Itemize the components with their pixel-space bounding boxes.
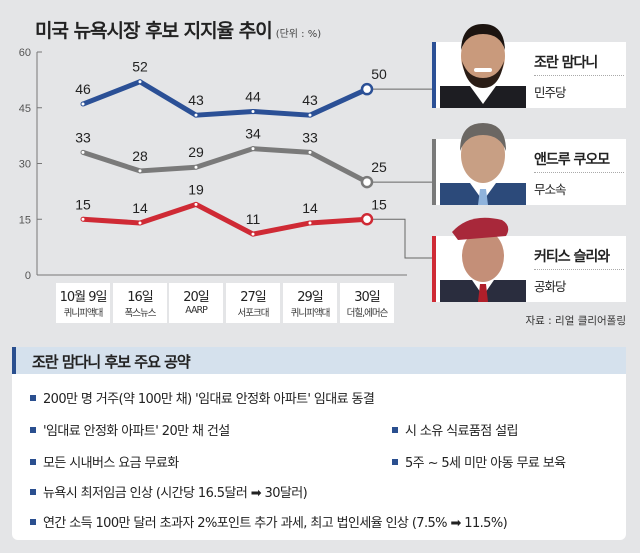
candidate-name: 조란 맘다니 — [534, 55, 598, 71]
pollster-label: 퀴니피액대 — [63, 308, 104, 319]
series-line — [82, 146, 369, 185]
data-label: 14 — [302, 200, 318, 216]
pollster-label: AARP — [185, 305, 208, 316]
data-label: 29 — [188, 144, 204, 160]
candidate-name: 앤드루 쿠오모 — [534, 152, 610, 168]
data-point — [80, 216, 86, 222]
candidate-photo — [440, 24, 526, 108]
candidate-party: 민주당 — [534, 85, 567, 100]
data-point — [360, 213, 374, 226]
x-category: 20일 AARP — [169, 283, 223, 323]
data-point — [307, 112, 313, 118]
x-tick-label: 20일 — [183, 290, 210, 305]
pollster-label: 더힐,에머슨 — [346, 308, 389, 319]
pledge-item: 연간 소득 100만 달러 초과자 2%포인트 추가 과세, 최고 법인세율 인… — [30, 512, 508, 531]
divider — [534, 269, 624, 270]
series-line — [82, 79, 369, 118]
data-label: 14 — [132, 200, 148, 216]
data-label: 43 — [188, 92, 204, 108]
x-tick-label: 16일 — [127, 290, 154, 305]
data-label: 11 — [246, 211, 261, 227]
pledges-list: 200만 명 거주(약 100만 채) '임대료 안정화 아파트' 임대료 동결… — [12, 374, 626, 540]
divider — [534, 172, 624, 173]
pollster-label: 퀴니피액대 — [290, 308, 331, 319]
data-label: 44 — [245, 88, 261, 104]
data-label: 50 — [371, 66, 387, 82]
pollster-label: 서포크대 — [237, 308, 270, 319]
candidate-photo — [440, 123, 526, 205]
data-label: 52 — [132, 59, 148, 75]
candidate-card-cuomo: 앤드루 쿠오모 무소속 — [432, 123, 626, 205]
data-label: 43 — [302, 92, 318, 108]
source-note: 자료 : 리얼 클리어폴링 — [525, 315, 627, 327]
line-chart: 0 15 30 45 60 46 52 43 44 43 50 33 28 29 34 33 25 15 14 19 1… — [19, 47, 432, 282]
candidate-photo — [440, 217, 526, 302]
x-tick-label: 30일 — [354, 290, 381, 305]
data-point — [250, 231, 256, 237]
data-label: 15 — [371, 196, 387, 212]
data-point — [137, 168, 143, 174]
divider — [534, 75, 624, 76]
data-point — [80, 149, 86, 155]
data-label: 19 — [188, 181, 204, 197]
pledge-item: 뉴욕시 최저임금 인상 (시간당 16.5달러 ➡ 30달러) — [30, 482, 308, 501]
y-tick-label: 60 — [19, 47, 31, 59]
data-point — [250, 108, 256, 114]
pledges-header: 조란 맘다니 후보 주요 공약 — [12, 347, 626, 374]
pledges-title: 조란 맘다니 후보 주요 공약 — [32, 353, 191, 371]
series-line — [82, 201, 368, 237]
candidate-party: 공화당 — [534, 279, 567, 294]
pollster-label: 폭스뉴스 — [124, 308, 157, 319]
candidate-name: 커티스 슬리와 — [534, 249, 610, 265]
data-point — [80, 101, 86, 107]
pledge-item: 시 소유 식료품점 설립 — [392, 420, 518, 439]
data-point — [193, 201, 199, 207]
candidate-card-sliwa: 커티스 슬리와 공화당 — [432, 217, 626, 302]
pledge-item: '임대료 안정화 아파트' 20만 채 건설 — [30, 420, 230, 439]
connector-line — [367, 218, 432, 259]
candidate-card-mamdani: 조란 맘다니 민주당 — [432, 24, 626, 108]
data-point — [307, 220, 313, 226]
data-point — [137, 220, 143, 226]
data-label: 28 — [132, 148, 148, 164]
y-tick-label: 0 — [25, 270, 31, 282]
x-tick-label: 29일 — [297, 290, 324, 305]
candidate-party: 무소속 — [534, 182, 567, 197]
title-text: 미국 뉴욕시장 후보 지지율 추이 — [35, 20, 273, 42]
unit-label: (단위 : %) — [275, 29, 322, 40]
data-label: 33 — [75, 129, 91, 145]
y-tick-label: 30 — [19, 159, 31, 171]
data-point — [307, 149, 313, 155]
data-point — [360, 82, 374, 96]
pledge-item: 200만 명 거주(약 100만 채) '임대료 안정화 아파트' 임대료 동결 — [30, 388, 375, 407]
data-point — [193, 164, 199, 170]
data-point — [250, 146, 256, 152]
y-tick-label: 15 — [19, 214, 31, 226]
pledge-item: 5주 ~ 5세 미만 아동 무료 보육 — [392, 452, 566, 471]
x-tick-label: 10월 9일 — [59, 290, 108, 305]
data-label: 34 — [245, 126, 261, 142]
data-point — [360, 175, 374, 189]
x-tick-label: 27일 — [240, 290, 267, 305]
data-point — [193, 112, 199, 118]
data-label: 33 — [302, 129, 318, 145]
data-point — [137, 79, 143, 85]
y-tick-label: 45 — [19, 103, 31, 115]
data-label: 46 — [75, 81, 91, 97]
pledge-item: 모든 시내버스 요금 무료화 — [30, 452, 179, 471]
data-label: 15 — [75, 196, 91, 212]
data-label: 25 — [371, 159, 387, 175]
chart-title: 미국 뉴욕시장 후보 지지율 추이 (단위 : %) — [35, 16, 321, 43]
